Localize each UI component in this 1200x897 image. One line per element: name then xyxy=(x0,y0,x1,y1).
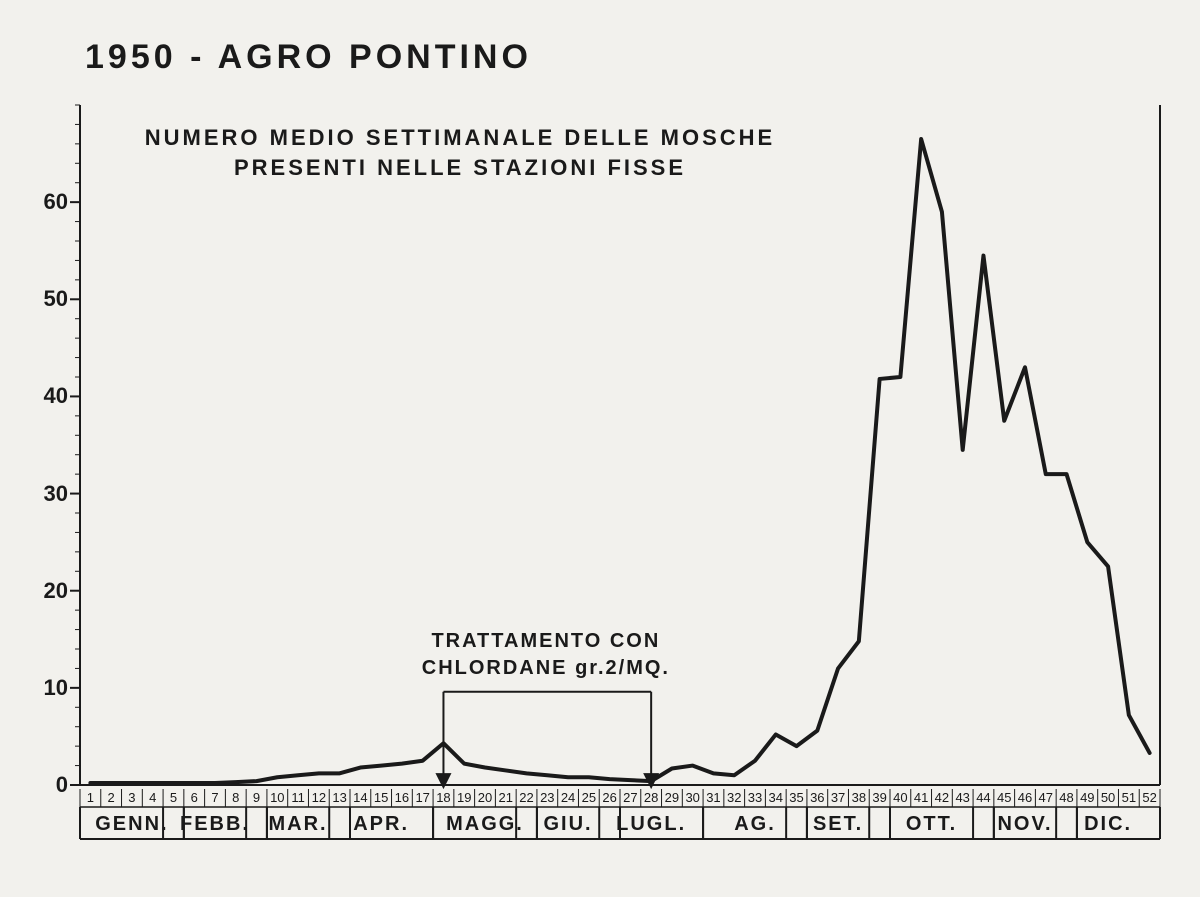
week-label: 15 xyxy=(371,790,392,805)
week-label: 3 xyxy=(122,790,143,805)
week-label: 10 xyxy=(267,790,288,805)
week-label: 4 xyxy=(142,790,163,805)
week-label: 16 xyxy=(392,790,413,805)
week-label: 24 xyxy=(558,790,579,805)
week-label: 21 xyxy=(495,790,516,805)
week-label: 26 xyxy=(599,790,620,805)
week-label: 50 xyxy=(1098,790,1119,805)
week-label: 33 xyxy=(745,790,766,805)
week-label: 46 xyxy=(1015,790,1036,805)
week-label: 49 xyxy=(1077,790,1098,805)
week-label: 38 xyxy=(848,790,869,805)
week-label: 39 xyxy=(869,790,890,805)
week-label: 27 xyxy=(620,790,641,805)
week-label: 22 xyxy=(516,790,537,805)
week-label: 42 xyxy=(932,790,953,805)
week-label: 7 xyxy=(205,790,226,805)
month-label: LUGL. xyxy=(599,813,703,836)
week-label: 41 xyxy=(911,790,932,805)
week-label: 25 xyxy=(578,790,599,805)
week-label: 2 xyxy=(101,790,122,805)
week-label: 36 xyxy=(807,790,828,805)
week-label: 31 xyxy=(703,790,724,805)
week-label: 6 xyxy=(184,790,205,805)
y-tick-label: 0 xyxy=(18,772,68,798)
week-label: 12 xyxy=(308,790,329,805)
week-label: 1 xyxy=(80,790,101,805)
month-label: APR. xyxy=(329,813,433,836)
week-label: 30 xyxy=(682,790,703,805)
week-label: 13 xyxy=(329,790,350,805)
week-label: 51 xyxy=(1118,790,1139,805)
week-label: 14 xyxy=(350,790,371,805)
week-label: 8 xyxy=(225,790,246,805)
chart-svg xyxy=(0,0,1200,897)
week-label: 17 xyxy=(412,790,433,805)
y-tick-label: 60 xyxy=(18,189,68,215)
week-label: 34 xyxy=(765,790,786,805)
week-label: 45 xyxy=(994,790,1015,805)
week-label: 29 xyxy=(662,790,683,805)
week-label: 43 xyxy=(952,790,973,805)
y-tick-label: 40 xyxy=(18,383,68,409)
week-label: 40 xyxy=(890,790,911,805)
week-label: 37 xyxy=(828,790,849,805)
week-label: 44 xyxy=(973,790,994,805)
week-label: 32 xyxy=(724,790,745,805)
week-label: 11 xyxy=(288,790,309,805)
week-label: 48 xyxy=(1056,790,1077,805)
week-label: 5 xyxy=(163,790,184,805)
y-tick-label: 10 xyxy=(18,675,68,701)
week-label: 52 xyxy=(1139,790,1160,805)
y-tick-label: 30 xyxy=(18,481,68,507)
week-label: 19 xyxy=(454,790,475,805)
week-label: 35 xyxy=(786,790,807,805)
week-label: 20 xyxy=(475,790,496,805)
week-label: 18 xyxy=(433,790,454,805)
week-label: 9 xyxy=(246,790,267,805)
week-label: 28 xyxy=(641,790,662,805)
y-tick-label: 50 xyxy=(18,286,68,312)
y-tick-label: 20 xyxy=(18,578,68,604)
week-label: 47 xyxy=(1035,790,1056,805)
month-label: DIC. xyxy=(1056,813,1160,836)
week-label: 23 xyxy=(537,790,558,805)
